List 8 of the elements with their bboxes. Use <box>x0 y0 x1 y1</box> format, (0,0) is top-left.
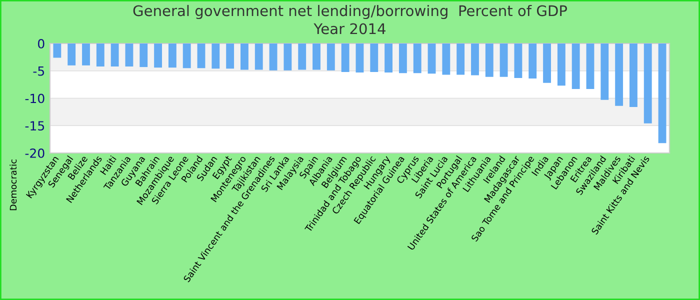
y-tick-label: 0 <box>38 38 44 48</box>
y-tick-label: -5 <box>33 66 44 76</box>
chart-title: General government net lending/borrowing Percent of GDP <box>133 4 567 20</box>
y-tick-label: -20 <box>25 148 44 158</box>
text: Democratic <box>10 160 17 210</box>
y-tick-label: -15 <box>25 121 44 131</box>
y-tick-label: -10 <box>25 94 44 104</box>
chart-subtitle: Year 2014 <box>314 23 386 34</box>
